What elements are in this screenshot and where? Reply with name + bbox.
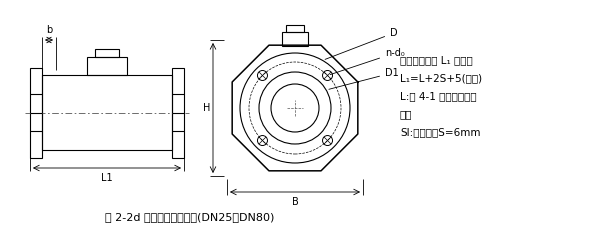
Bar (286, 25, 304, 32)
Text: SI:接地环，S=6mm: SI:接地环，S=6mm (400, 127, 481, 137)
Text: D1: D1 (329, 68, 399, 89)
Text: L₁=L+2S+5(允差): L₁=L+2S+5(允差) (400, 73, 482, 83)
Text: L1: L1 (101, 173, 113, 183)
Text: D: D (325, 28, 398, 59)
Text: 度。: 度。 (400, 109, 413, 119)
Bar (87, 57, 127, 75)
Bar (282, 32, 308, 46)
Bar (30, 67, 42, 157)
Text: 图 2-2d 一体型电磁流量计(DN25～DN80): 图 2-2d 一体型电磁流量计(DN25～DN80) (106, 212, 275, 222)
Text: b: b (46, 25, 52, 35)
Text: H: H (203, 103, 211, 113)
Text: 注：仪表长度 L₁ 含衬里: 注：仪表长度 L₁ 含衬里 (400, 55, 473, 65)
Bar (95, 49, 119, 57)
Text: B: B (292, 197, 298, 207)
Text: n-d₀: n-d₀ (330, 48, 405, 75)
Text: L:表 4-1 中仪表理论长: L:表 4-1 中仪表理论长 (400, 91, 476, 101)
Bar (42, 75, 172, 150)
Bar (172, 67, 184, 157)
